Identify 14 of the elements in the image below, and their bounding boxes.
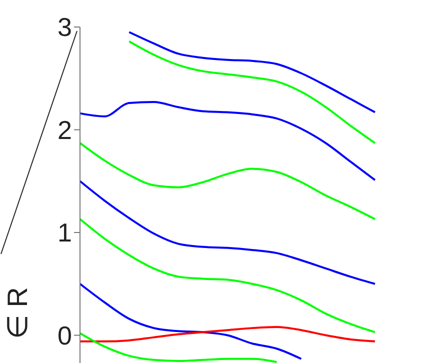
line-series bbox=[79, 218, 376, 334]
line-series bbox=[79, 282, 302, 360]
y-tick-label: 0 bbox=[58, 320, 72, 350]
line-series bbox=[128, 40, 376, 144]
y-tick-label: 3 bbox=[58, 12, 72, 42]
y-tick-label: 2 bbox=[58, 114, 72, 145]
line-series bbox=[79, 332, 278, 363]
line-series bbox=[128, 31, 376, 114]
line-series bbox=[79, 180, 376, 285]
y-tick-label: 1 bbox=[58, 218, 72, 248]
line-series bbox=[79, 101, 376, 182]
y-axis-title: ∈ R bbox=[0, 287, 34, 339]
line-series bbox=[79, 326, 376, 342]
line-series bbox=[79, 142, 376, 220]
